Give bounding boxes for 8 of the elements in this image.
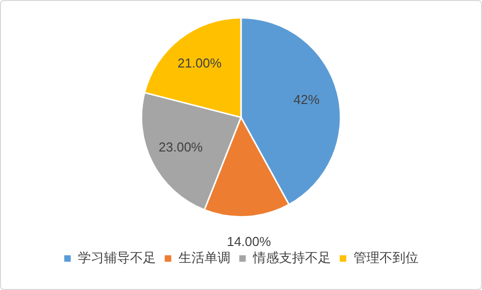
legend-label: 生活单调 <box>178 250 230 266</box>
legend-label: 情感支持不足 <box>252 250 331 266</box>
data-label: 42% <box>294 92 320 108</box>
data-label: 21.00% <box>177 55 222 70</box>
data-label: 14.00% <box>226 234 272 250</box>
legend-label: 管理不到位 <box>354 250 418 266</box>
data-label: 23.00% <box>158 140 204 155</box>
legend-label: 学习辅导不足 <box>78 250 156 266</box>
